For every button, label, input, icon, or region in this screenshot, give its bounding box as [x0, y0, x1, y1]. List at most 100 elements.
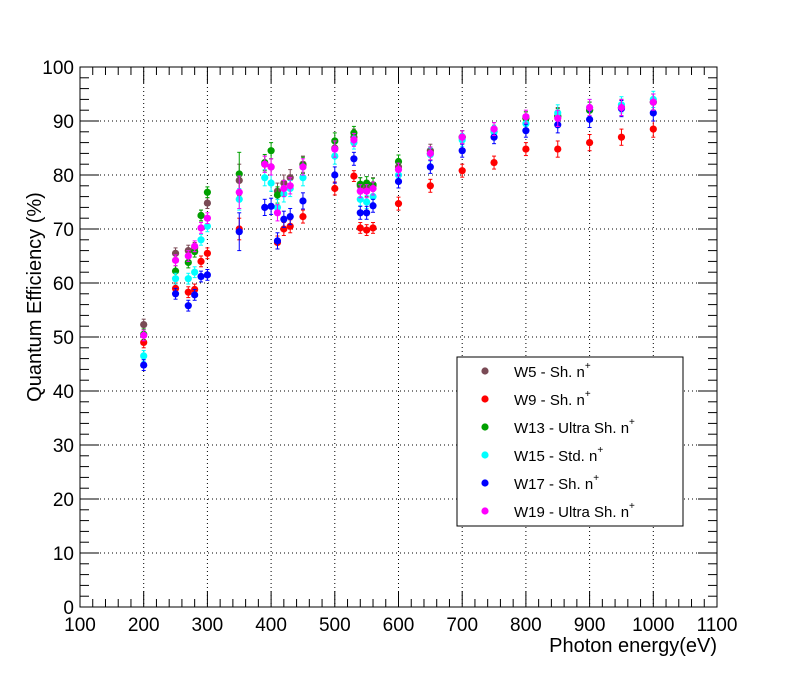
x-tick-label: 700	[446, 615, 478, 636]
data-point	[369, 202, 377, 210]
data-point	[554, 114, 562, 122]
x-tick-label: 200	[128, 615, 160, 636]
data-point	[280, 184, 288, 193]
data-point	[490, 125, 498, 133]
data-point	[458, 133, 466, 141]
data-point	[273, 237, 282, 245]
data-point	[554, 145, 562, 153]
legend-label-sup: +	[629, 417, 635, 428]
data-point	[184, 288, 192, 296]
y-tick-label: 90	[53, 112, 74, 133]
data-point	[197, 224, 205, 232]
series-6	[140, 93, 657, 342]
data-point	[171, 290, 180, 298]
legend-marker	[481, 507, 489, 515]
y-tick-label: 30	[53, 436, 74, 457]
data-point	[261, 160, 269, 168]
data-point	[235, 188, 243, 196]
data-point	[261, 174, 269, 182]
y-tick-label: 50	[53, 328, 74, 349]
data-point	[299, 163, 307, 171]
x-tick-label: 1000	[632, 615, 674, 636]
legend-label: W5 - Sh. n+	[514, 361, 591, 381]
legend-label: W15 - Std. n+	[514, 445, 603, 465]
legend-marker	[481, 423, 489, 431]
y-tick-label: 60	[53, 274, 74, 295]
data-point	[522, 120, 530, 128]
data-point	[235, 228, 243, 236]
legend-marker	[481, 367, 489, 375]
data-point	[140, 320, 148, 329]
data-point	[394, 166, 403, 174]
y-tick-label: 20	[53, 490, 74, 511]
data-point	[426, 182, 434, 190]
x-axis-label: Photon energy(eV)	[549, 635, 717, 657]
data-point	[331, 171, 339, 179]
y-tick-label: 70	[53, 220, 74, 241]
data-point	[184, 258, 192, 267]
data-point	[203, 199, 211, 207]
legend-label-sup: +	[597, 445, 603, 456]
data-point	[184, 252, 192, 260]
data-point	[261, 203, 269, 211]
data-point	[197, 211, 205, 220]
data-point	[458, 147, 466, 155]
x-tick-label: 600	[383, 615, 415, 636]
data-point	[299, 197, 307, 205]
tick-labels: 100 200 300 400 500 600 700 800 900 1000 1100 0 10 20…	[42, 58, 737, 636]
x-tick-label: 800	[510, 615, 542, 636]
data-point	[203, 222, 211, 230]
legend-label: W13 - Ultra Sh. n+	[514, 417, 635, 437]
data-point	[273, 191, 282, 199]
data-point	[140, 361, 148, 369]
data-point	[184, 275, 192, 283]
data-point	[426, 149, 434, 157]
data-point	[363, 209, 371, 217]
data-point	[586, 103, 594, 112]
data-point	[617, 103, 626, 112]
data-point	[363, 226, 371, 234]
legend-label-sup: +	[585, 389, 591, 400]
data-point	[350, 172, 358, 180]
data-point	[356, 224, 364, 232]
data-point	[191, 242, 199, 250]
y-axis-label: Quantum Efficiency (%)	[24, 192, 46, 402]
data-point	[586, 115, 594, 123]
data-point	[140, 352, 148, 360]
data-point	[280, 215, 288, 223]
data-point	[203, 249, 211, 257]
data-point	[356, 187, 364, 195]
data-point	[286, 182, 294, 190]
data-point	[267, 147, 275, 155]
data-point	[273, 209, 282, 217]
x-tick-label: 100	[64, 615, 96, 636]
data-point	[522, 113, 530, 121]
x-tick-label: 1100	[697, 615, 738, 636]
data-point	[490, 158, 498, 167]
data-point	[356, 180, 364, 188]
y-tick-label: 10	[53, 544, 74, 565]
data-point	[299, 212, 307, 221]
data-point	[586, 139, 594, 147]
y-tick-label: 0	[63, 598, 74, 619]
data-point	[350, 155, 358, 163]
data-point	[363, 187, 371, 195]
data-point	[426, 163, 434, 171]
data-point	[267, 202, 275, 210]
data-point	[267, 163, 275, 171]
data-point	[331, 145, 339, 153]
legend-label: W9 - Sh. n+	[514, 389, 591, 409]
legend-marker	[481, 395, 489, 403]
data-point	[394, 200, 403, 208]
data-point	[191, 291, 199, 299]
legend-marker	[481, 451, 489, 459]
data-point	[184, 302, 192, 310]
legend-label-sup: +	[593, 473, 599, 484]
legend-label-sup: +	[629, 501, 635, 512]
data-point	[649, 98, 657, 106]
data-point	[356, 209, 364, 217]
x-tick-label: 400	[255, 615, 287, 636]
data-point	[203, 214, 211, 222]
data-point	[350, 136, 358, 144]
legend-label-sup: +	[585, 361, 591, 372]
